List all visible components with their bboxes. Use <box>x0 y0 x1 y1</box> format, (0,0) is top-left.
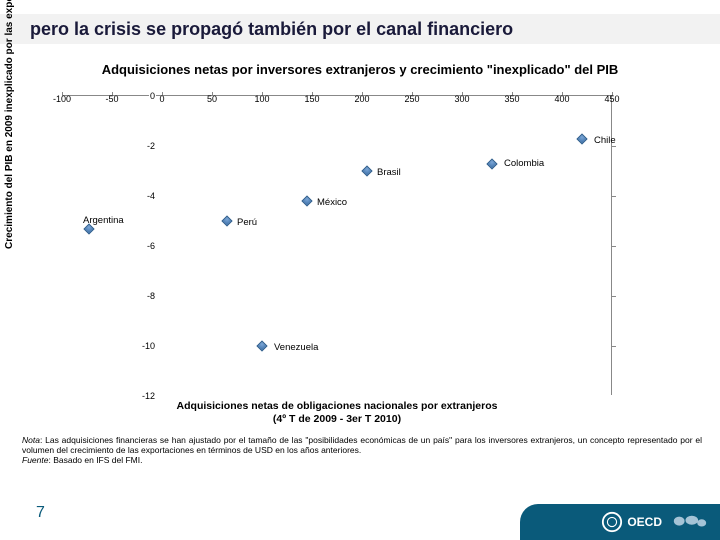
slide: pero la crisis se propagó también por el… <box>0 0 720 540</box>
source-text: : Basado en IFS del FMI. <box>48 455 142 465</box>
oecd-circle-icon <box>601 511 623 533</box>
x-axis-label-line1: Adquisiciones netas de obligaciones naci… <box>177 400 498 412</box>
x-axis-label-line2: (4º T de 2009 - 3er T 2010) <box>273 413 401 425</box>
x-tick-label: 300 <box>454 94 469 104</box>
y-tick-label: -8 <box>146 291 156 301</box>
note-text: : Las adquisiciones financieras se han a… <box>22 435 702 455</box>
scatter-chart: -100-500501001502002503003504004500-2-4-… <box>62 95 612 395</box>
x-tick-label: -50 <box>105 94 118 104</box>
data-point-label: México <box>317 197 347 208</box>
data-point-label: Perú <box>237 217 257 228</box>
y-tick-mark <box>612 346 616 347</box>
footer-bar: OECD <box>520 504 720 540</box>
x-tick-label: 150 <box>304 94 319 104</box>
chart-subtitle: Adquisiciones netas por inversores extra… <box>50 62 670 77</box>
source-label: Fuente <box>22 455 48 465</box>
x-tick-label: 450 <box>604 94 619 104</box>
world-map-icon <box>672 512 708 532</box>
page-number: 7 <box>36 504 45 522</box>
x-axis-label: Adquisiciones netas de obligaciones naci… <box>62 400 612 425</box>
data-point-label: Argentina <box>83 215 124 226</box>
title-bar: pero la crisis se propagó también por el… <box>0 14 720 44</box>
data-point-label: Colombia <box>504 158 544 169</box>
x-tick-label: 50 <box>207 94 217 104</box>
slide-title: pero la crisis se propagó también por el… <box>30 19 513 40</box>
footnote: Nota: Las adquisiciones financieras se h… <box>22 436 702 465</box>
oecd-logo-text: OECD <box>627 515 662 529</box>
x-tick-label: 200 <box>354 94 369 104</box>
data-point <box>301 195 312 206</box>
data-point <box>221 215 232 226</box>
y-tick-mark <box>612 246 616 247</box>
oecd-logo: OECD <box>601 511 662 533</box>
y-axis-label: Crecimiento del PIB en 2009 inexplicado … <box>4 0 15 250</box>
x-tick-label: 100 <box>254 94 269 104</box>
data-point <box>486 158 497 169</box>
y-tick-label: 0 <box>149 91 156 101</box>
y-tick-mark <box>612 146 616 147</box>
x-tick-label: 400 <box>554 94 569 104</box>
y-tick-mark <box>612 196 616 197</box>
data-point <box>576 133 587 144</box>
y-tick-label: -6 <box>146 241 156 251</box>
y-tick-label: -10 <box>141 341 156 351</box>
data-point-label: Brasil <box>377 167 401 178</box>
note-label: Nota <box>22 435 40 445</box>
y-tick-mark <box>612 296 616 297</box>
x-tick-label: -100 <box>53 94 71 104</box>
y-tick-label: -2 <box>146 141 156 151</box>
x-tick-label: 350 <box>504 94 519 104</box>
y-tick-label: -4 <box>146 191 156 201</box>
data-point-label: Chile <box>594 135 616 146</box>
x-tick-label: 250 <box>404 94 419 104</box>
x-tick-label: 0 <box>159 94 164 104</box>
data-point-label: Venezuela <box>274 342 318 353</box>
data-point <box>361 165 372 176</box>
data-point <box>256 340 267 351</box>
